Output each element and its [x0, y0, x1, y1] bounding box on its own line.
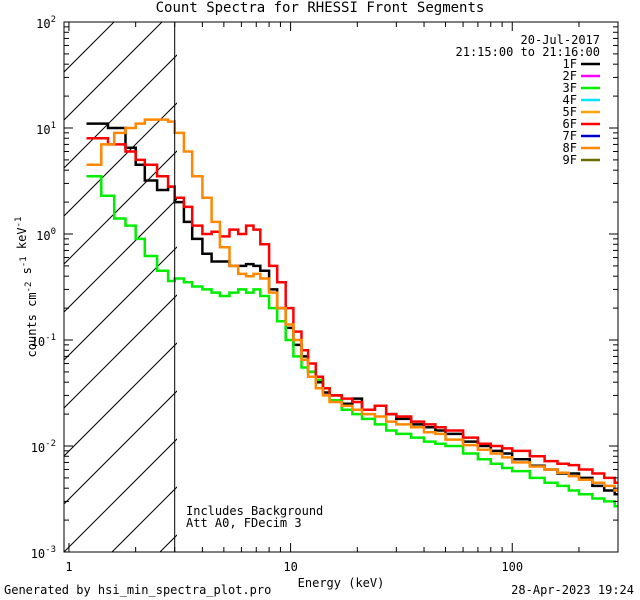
- y-tick-label: 102: [36, 15, 56, 31]
- y-tick-label: 100: [36, 227, 56, 243]
- legend-label-7F: 7F: [563, 129, 577, 143]
- hatch-line: [64, 438, 177, 552]
- legend-label-9F: 9F: [563, 153, 577, 167]
- legend-time-range: 21:15:00 to 21:16:00: [456, 45, 601, 59]
- hatch-line: [448, 22, 640, 552]
- series-line-3F: [86, 175, 618, 508]
- chart-title: Count Spectra for RHESSI Front Segments: [155, 0, 485, 16]
- axis-labels: 1 10 100 10-3 10-2 10-1 100 101 102: [31, 15, 523, 574]
- series-line-8F: [86, 118, 618, 492]
- legend-label-6F: 6F: [563, 117, 577, 131]
- legend-label-8F: 8F: [563, 141, 577, 155]
- series-layer: [86, 118, 618, 508]
- plot-frame: [63, 21, 619, 553]
- hatch-line: [256, 22, 640, 552]
- x-tick-label: 1: [65, 560, 72, 574]
- excluded-energy-hatch: [64, 22, 640, 552]
- x-tick-label: 10: [283, 560, 297, 574]
- legend-date: 20-Jul-2017: [521, 33, 600, 47]
- annotation-attenuator: Att A0, FDecim 3: [186, 516, 302, 530]
- y-tick-label: 101: [36, 121, 56, 137]
- hatch-line: [304, 22, 640, 552]
- hatch-line: [64, 22, 115, 73]
- footer-generator: Generated by hsi_min_spectra_plot.pro: [4, 583, 272, 597]
- hatch-line: [64, 390, 177, 505]
- y-tick-label: 10-2: [31, 439, 56, 455]
- hatch-line: [64, 54, 177, 169]
- hatch-line: [64, 294, 177, 409]
- footer-timestamp: 28-Apr-2023 19:24: [511, 583, 634, 597]
- x-axis-label: Energy (keV): [298, 576, 385, 590]
- hatch-line: [64, 342, 177, 457]
- legend-label-1F: 1F: [563, 57, 577, 71]
- y-tick-label: 10-1: [31, 333, 56, 349]
- hatch-line: [64, 102, 177, 217]
- annotation-background: Includes Background: [186, 504, 323, 518]
- legend-label-2F: 2F: [563, 69, 577, 83]
- series-line-1F: [86, 122, 618, 496]
- legend-label-5F: 5F: [563, 105, 577, 119]
- x-tick-label: 100: [501, 560, 523, 574]
- legend-label-4F: 4F: [563, 93, 577, 107]
- hatch-line: [64, 198, 177, 313]
- hatch-line: [64, 246, 177, 361]
- legend-label-3F: 3F: [563, 81, 577, 95]
- y-tick-label: 10-3: [31, 545, 56, 561]
- series-line-6F: [86, 137, 618, 485]
- hatch-line: [64, 150, 177, 265]
- hatch-line: [64, 22, 163, 121]
- axis-ticks: [64, 22, 619, 553]
- y-axis-label: counts cm-2 s-1 keV-1: [14, 217, 39, 358]
